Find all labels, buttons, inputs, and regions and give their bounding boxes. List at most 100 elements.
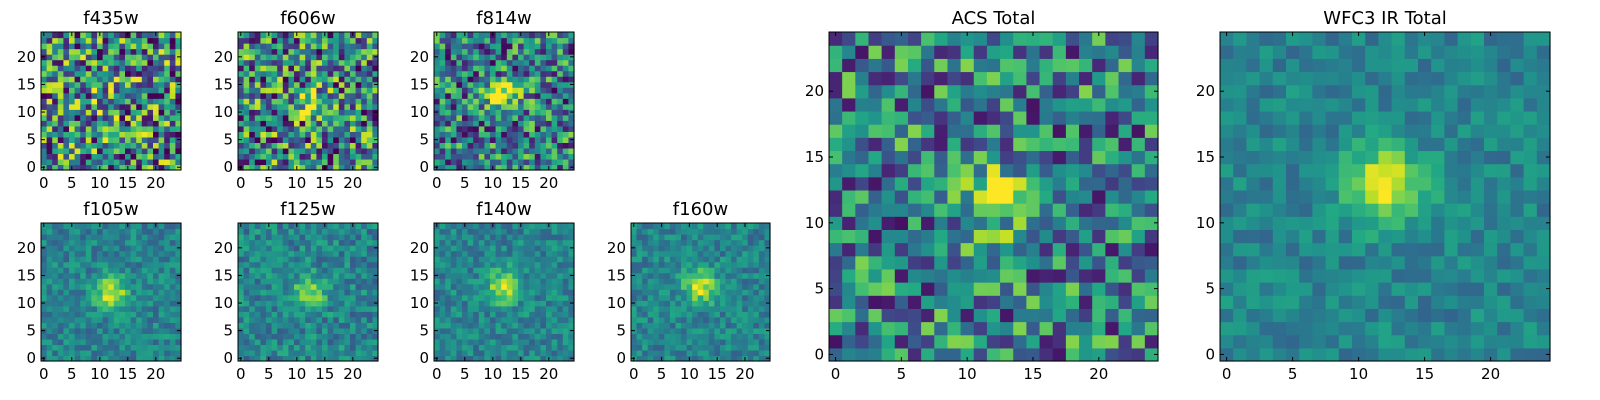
heatmap-cell [153,109,160,116]
heatmap-cell [557,142,564,149]
heatmap-cell [868,308,883,323]
heatmap-cell [322,267,329,274]
heatmap-cell [322,234,329,241]
heatmap-cell [333,239,340,246]
heatmap-cell [266,245,273,252]
heatmap-cell [692,239,699,246]
heatmap-cell [562,327,569,334]
heatmap-cell [85,256,92,263]
heatmap-cell [113,131,120,138]
heatmap-cell [758,250,766,257]
heatmap-cell [1144,295,1159,309]
heatmap-cell [113,239,120,246]
heatmap-cell [434,92,441,99]
heatmap-cell [355,92,362,99]
heatmap-cell [568,234,575,241]
heatmap-cell [305,48,312,55]
heatmap-cell [669,305,677,312]
heatmap-cell [69,267,76,274]
heatmap-cell [366,131,373,138]
heatmap-cell [63,267,70,274]
heatmap-cell [450,322,457,329]
heatmap-cell [74,70,81,77]
heatmap-cell [164,256,171,263]
heatmap-cell [934,282,949,296]
heatmap-cell [361,289,368,296]
heatmap-cell [243,267,250,274]
heatmap-cell [344,289,351,296]
heatmap-cell [692,300,699,307]
heatmap-cell [894,347,909,362]
heatmap-cell [316,322,323,329]
heatmap-cell [456,250,463,257]
heatmap-cell [266,311,273,318]
heatmap-cell [501,223,508,230]
heatmap-cell [175,223,182,230]
heatmap-cell [169,239,176,246]
x-tick-label: 5 [264,365,274,383]
heatmap-cell [473,43,480,50]
heatmap-cell [282,136,289,143]
heatmap-cell [164,48,171,55]
heatmap-cell [361,256,368,263]
heatmap-cell [512,70,519,77]
heatmap-cell [986,229,1001,244]
heatmap-cell [52,114,59,121]
heatmap-cell [456,349,463,357]
heatmap-cell [546,349,553,357]
heatmap-cell [697,250,704,257]
heatmap-cell [164,283,171,290]
heatmap-cell [495,338,502,346]
heatmap-cell [907,176,922,191]
heatmap-cell [557,294,564,301]
heatmap-cell [462,239,469,246]
heatmap-cell [568,278,575,285]
heatmap-cell [46,294,53,301]
heatmap-cell [372,344,379,351]
heatmap-cell [271,136,278,143]
heatmap-cell [512,261,519,268]
heatmap-cell [829,255,843,270]
heatmap-cell [1065,229,1080,244]
heatmap-cell [310,92,317,99]
heatmap-cell [462,272,469,279]
heatmap-cell [1092,203,1106,217]
heatmap-cell [562,87,569,94]
heatmap-cell [1144,203,1159,217]
heatmap-cell [708,289,715,296]
heatmap-cell [333,294,340,301]
heatmap-cell [338,158,345,166]
heatmap-cell [551,349,558,357]
heatmap-cell [158,311,165,318]
heatmap-cell [141,311,148,318]
heatmap-cell [1013,176,1027,191]
heatmap-cell [344,103,351,110]
heatmap-cell [1013,216,1027,230]
heatmap-cell [153,92,160,99]
heatmap-cell [467,294,474,301]
heatmap-cell [934,268,949,283]
heatmap-cell [266,103,273,110]
heatmap-cell [238,261,245,268]
heatmap-cell [74,267,81,274]
heatmap-cell [288,103,295,110]
heatmap-cell [80,228,87,235]
heatmap-cell [136,125,143,132]
heatmap-cell [158,305,165,312]
heatmap-cell [557,109,564,116]
heatmap-cell [708,316,715,323]
heatmap-cell [125,289,132,296]
heatmap-cell [316,278,323,285]
heatmap-cell [299,109,306,116]
heatmap-cell [141,305,148,312]
heatmap-cell [316,153,323,160]
heatmap-cell [445,136,452,143]
heatmap-cell [518,43,525,50]
heatmap-cell [136,256,143,263]
heatmap-cell [288,305,295,312]
heatmap-cell [271,294,278,301]
heatmap-cell [136,305,143,312]
heatmap-cell [456,59,463,66]
heatmap-cell [758,349,766,357]
heatmap-cell [747,316,754,323]
